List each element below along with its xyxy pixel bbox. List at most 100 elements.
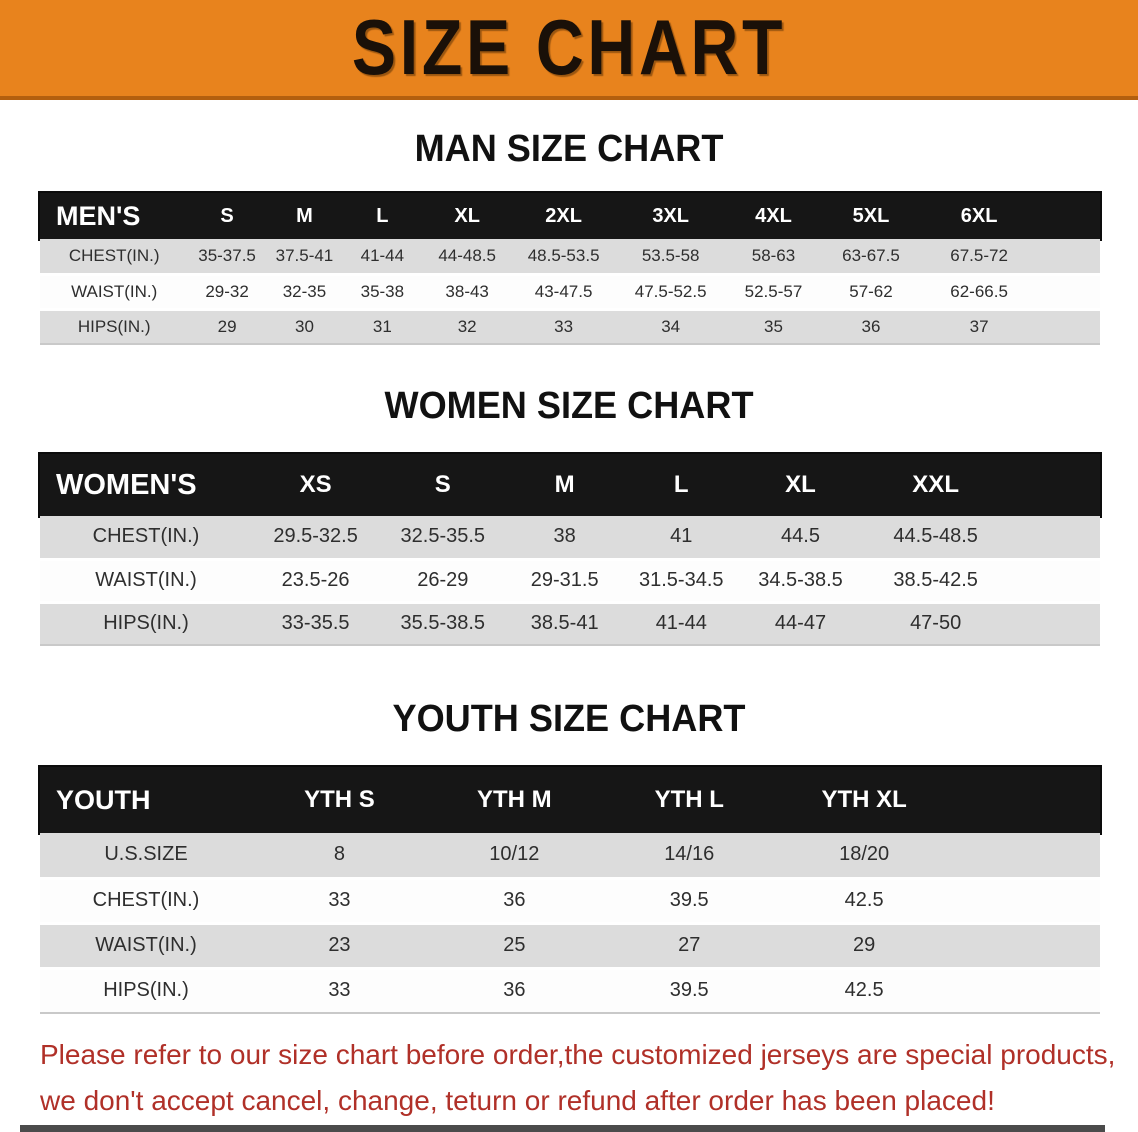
- size-value: 39.5: [669, 889, 709, 911]
- size-value: 44-48.5: [438, 245, 496, 265]
- filler-cell: [1036, 309, 1100, 344]
- filler-cell: [952, 767, 1100, 833]
- size-value: 29.5-32.5: [273, 525, 358, 548]
- size-value: 62-66.5: [950, 281, 1008, 301]
- header-row: MEN'S S M L XL 2XL 3XL 4XL 5XL 6XL: [40, 193, 1100, 239]
- size-value: 41: [670, 525, 693, 548]
- size-value: 29-32: [205, 281, 249, 301]
- size-value: 32: [457, 316, 477, 336]
- size-value: 33: [328, 979, 351, 1002]
- size-column-header: M: [296, 204, 313, 227]
- row-label: WAIST(IN.): [95, 569, 197, 591]
- filler-cell: [1036, 239, 1100, 274]
- size-value: 32.5-35.5: [400, 525, 486, 548]
- table-row: WAIST(IN.) 23.5-26 26-29 29-31.5 31.5-34.5 34…: [40, 559, 1100, 602]
- filler-cell: [952, 968, 1100, 1013]
- row-label: HIPS(IN.): [103, 612, 189, 635]
- size-column-header: YTH S: [304, 786, 375, 813]
- size-value: 18/20: [839, 843, 890, 866]
- size-value: 27: [678, 934, 701, 956]
- size-value: 10/12: [489, 843, 540, 866]
- size-value: 14/16: [664, 843, 715, 866]
- size-column-header: XXL: [912, 471, 959, 498]
- mens-size-table: MEN'S S M L XL 2XL 3XL 4XL 5XL 6XL CHEST(IN.) 35-3…: [40, 193, 1100, 345]
- man-size-chart-heading: MAN SIZE CHART: [414, 128, 724, 170]
- disclaimer-line-1: Please refer to our size chart before or…: [40, 1039, 1116, 1070]
- table-row: HIPS(IN.) 33 36 39.5 42.5: [40, 968, 1100, 1013]
- size-column-header: YTH XL: [821, 786, 907, 813]
- table-row: HIPS(IN.) 33-35.5 35.5-38.5 38.5-41 41-44 44-…: [40, 602, 1100, 645]
- size-value: 33: [328, 889, 351, 911]
- size-column-header: S: [434, 471, 451, 498]
- size-value: 33: [554, 316, 574, 336]
- size-value: 37: [969, 316, 989, 336]
- filler-cell: [952, 923, 1100, 968]
- size-value: 38.5-42.5: [893, 569, 978, 591]
- size-value: 35: [764, 316, 783, 336]
- size-value: 29-31.5: [530, 569, 599, 591]
- banner-title: SIZE CHART: [351, 4, 787, 92]
- size-column-header: 2XL: [545, 204, 582, 227]
- bottom-cutoff-bar: [20, 1125, 1105, 1132]
- filler-cell: [952, 833, 1100, 878]
- size-chart-banner: SIZE CHART: [0, 0, 1138, 100]
- disclaimer-line-2: we don't accept cancel, change, teturn o…: [40, 1085, 995, 1116]
- filler-cell: [1036, 274, 1100, 309]
- size-value: 29: [852, 934, 876, 956]
- size-value: 31.5-34.5: [639, 569, 724, 591]
- size-column-header: L: [376, 204, 389, 227]
- table-row: CHEST(IN.) 35-37.5 37.5-41 41-44 44-48.5 48.5…: [40, 239, 1100, 274]
- size-value: 36: [503, 889, 526, 911]
- size-value: 44.5-48.5: [893, 525, 978, 548]
- size-column-header: YTH M: [477, 786, 552, 813]
- row-label: CHEST(IN.): [68, 245, 160, 265]
- filler-cell: [1010, 602, 1100, 645]
- size-value: 43-47.5: [534, 281, 593, 301]
- row-label: HIPS(IN.): [103, 979, 189, 1002]
- row-label: WAIST(IN.): [95, 934, 197, 956]
- youth-table-label: YOUTH: [56, 784, 151, 815]
- size-value: 44-47: [774, 612, 827, 635]
- size-value: 58-63: [751, 245, 796, 265]
- row-label: HIPS(IN.): [77, 316, 151, 336]
- size-value: 23: [328, 934, 351, 956]
- row-label: U.S.SIZE: [104, 843, 188, 866]
- header-row: WOMEN'S XS S M L XL XXL: [40, 454, 1100, 516]
- size-column-header: L: [673, 471, 689, 498]
- size-value: 30: [294, 316, 314, 336]
- size-value: 67.5-72: [950, 245, 1008, 265]
- size-value: 23.5-26: [281, 569, 350, 591]
- size-value: 34: [661, 316, 681, 336]
- size-column-header: YTH L: [654, 786, 724, 813]
- size-value: 8: [333, 843, 345, 866]
- size-value: 42.5: [844, 889, 884, 911]
- row-label: CHEST(IN.): [92, 525, 200, 548]
- size-value: 26-29: [417, 569, 469, 591]
- size-value: 44.5: [781, 525, 820, 548]
- table-row: CHEST(IN.) 33 36 39.5 42.5: [40, 878, 1100, 923]
- size-value: 57-62: [849, 281, 893, 301]
- size-column-header: 5XL: [852, 204, 890, 227]
- size-value: 38: [553, 525, 576, 548]
- size-value: 35-38: [360, 281, 405, 301]
- size-value: 38.5-41: [530, 612, 599, 635]
- size-value: 41-44: [655, 612, 707, 635]
- size-column-header: S: [220, 204, 234, 227]
- youth-size-chart-heading: YOUTH SIZE CHART: [392, 698, 746, 740]
- size-column-header: M: [554, 471, 575, 498]
- size-value: 29: [217, 316, 237, 336]
- size-column-header: 6XL: [960, 204, 998, 227]
- size-value: 38-43: [445, 281, 489, 301]
- size-value: 36: [503, 979, 526, 1002]
- size-value: 34.5-38.5: [758, 569, 843, 591]
- size-value: 37.5-41: [275, 245, 334, 265]
- size-value: 41-44: [360, 245, 405, 265]
- womens-size-table: WOMEN'S XS S M L XL XXL CHEST(IN.) 29.5-32.5 32.…: [40, 454, 1100, 646]
- women-table-label: WOMEN'S: [56, 468, 197, 501]
- size-value: 47.5-52.5: [634, 281, 707, 301]
- filler-cell: [1036, 193, 1100, 239]
- size-column-header: XS: [299, 471, 332, 498]
- size-value: 35-37.5: [198, 245, 256, 265]
- size-column-header: 3XL: [652, 204, 689, 227]
- filler-cell: [952, 878, 1100, 923]
